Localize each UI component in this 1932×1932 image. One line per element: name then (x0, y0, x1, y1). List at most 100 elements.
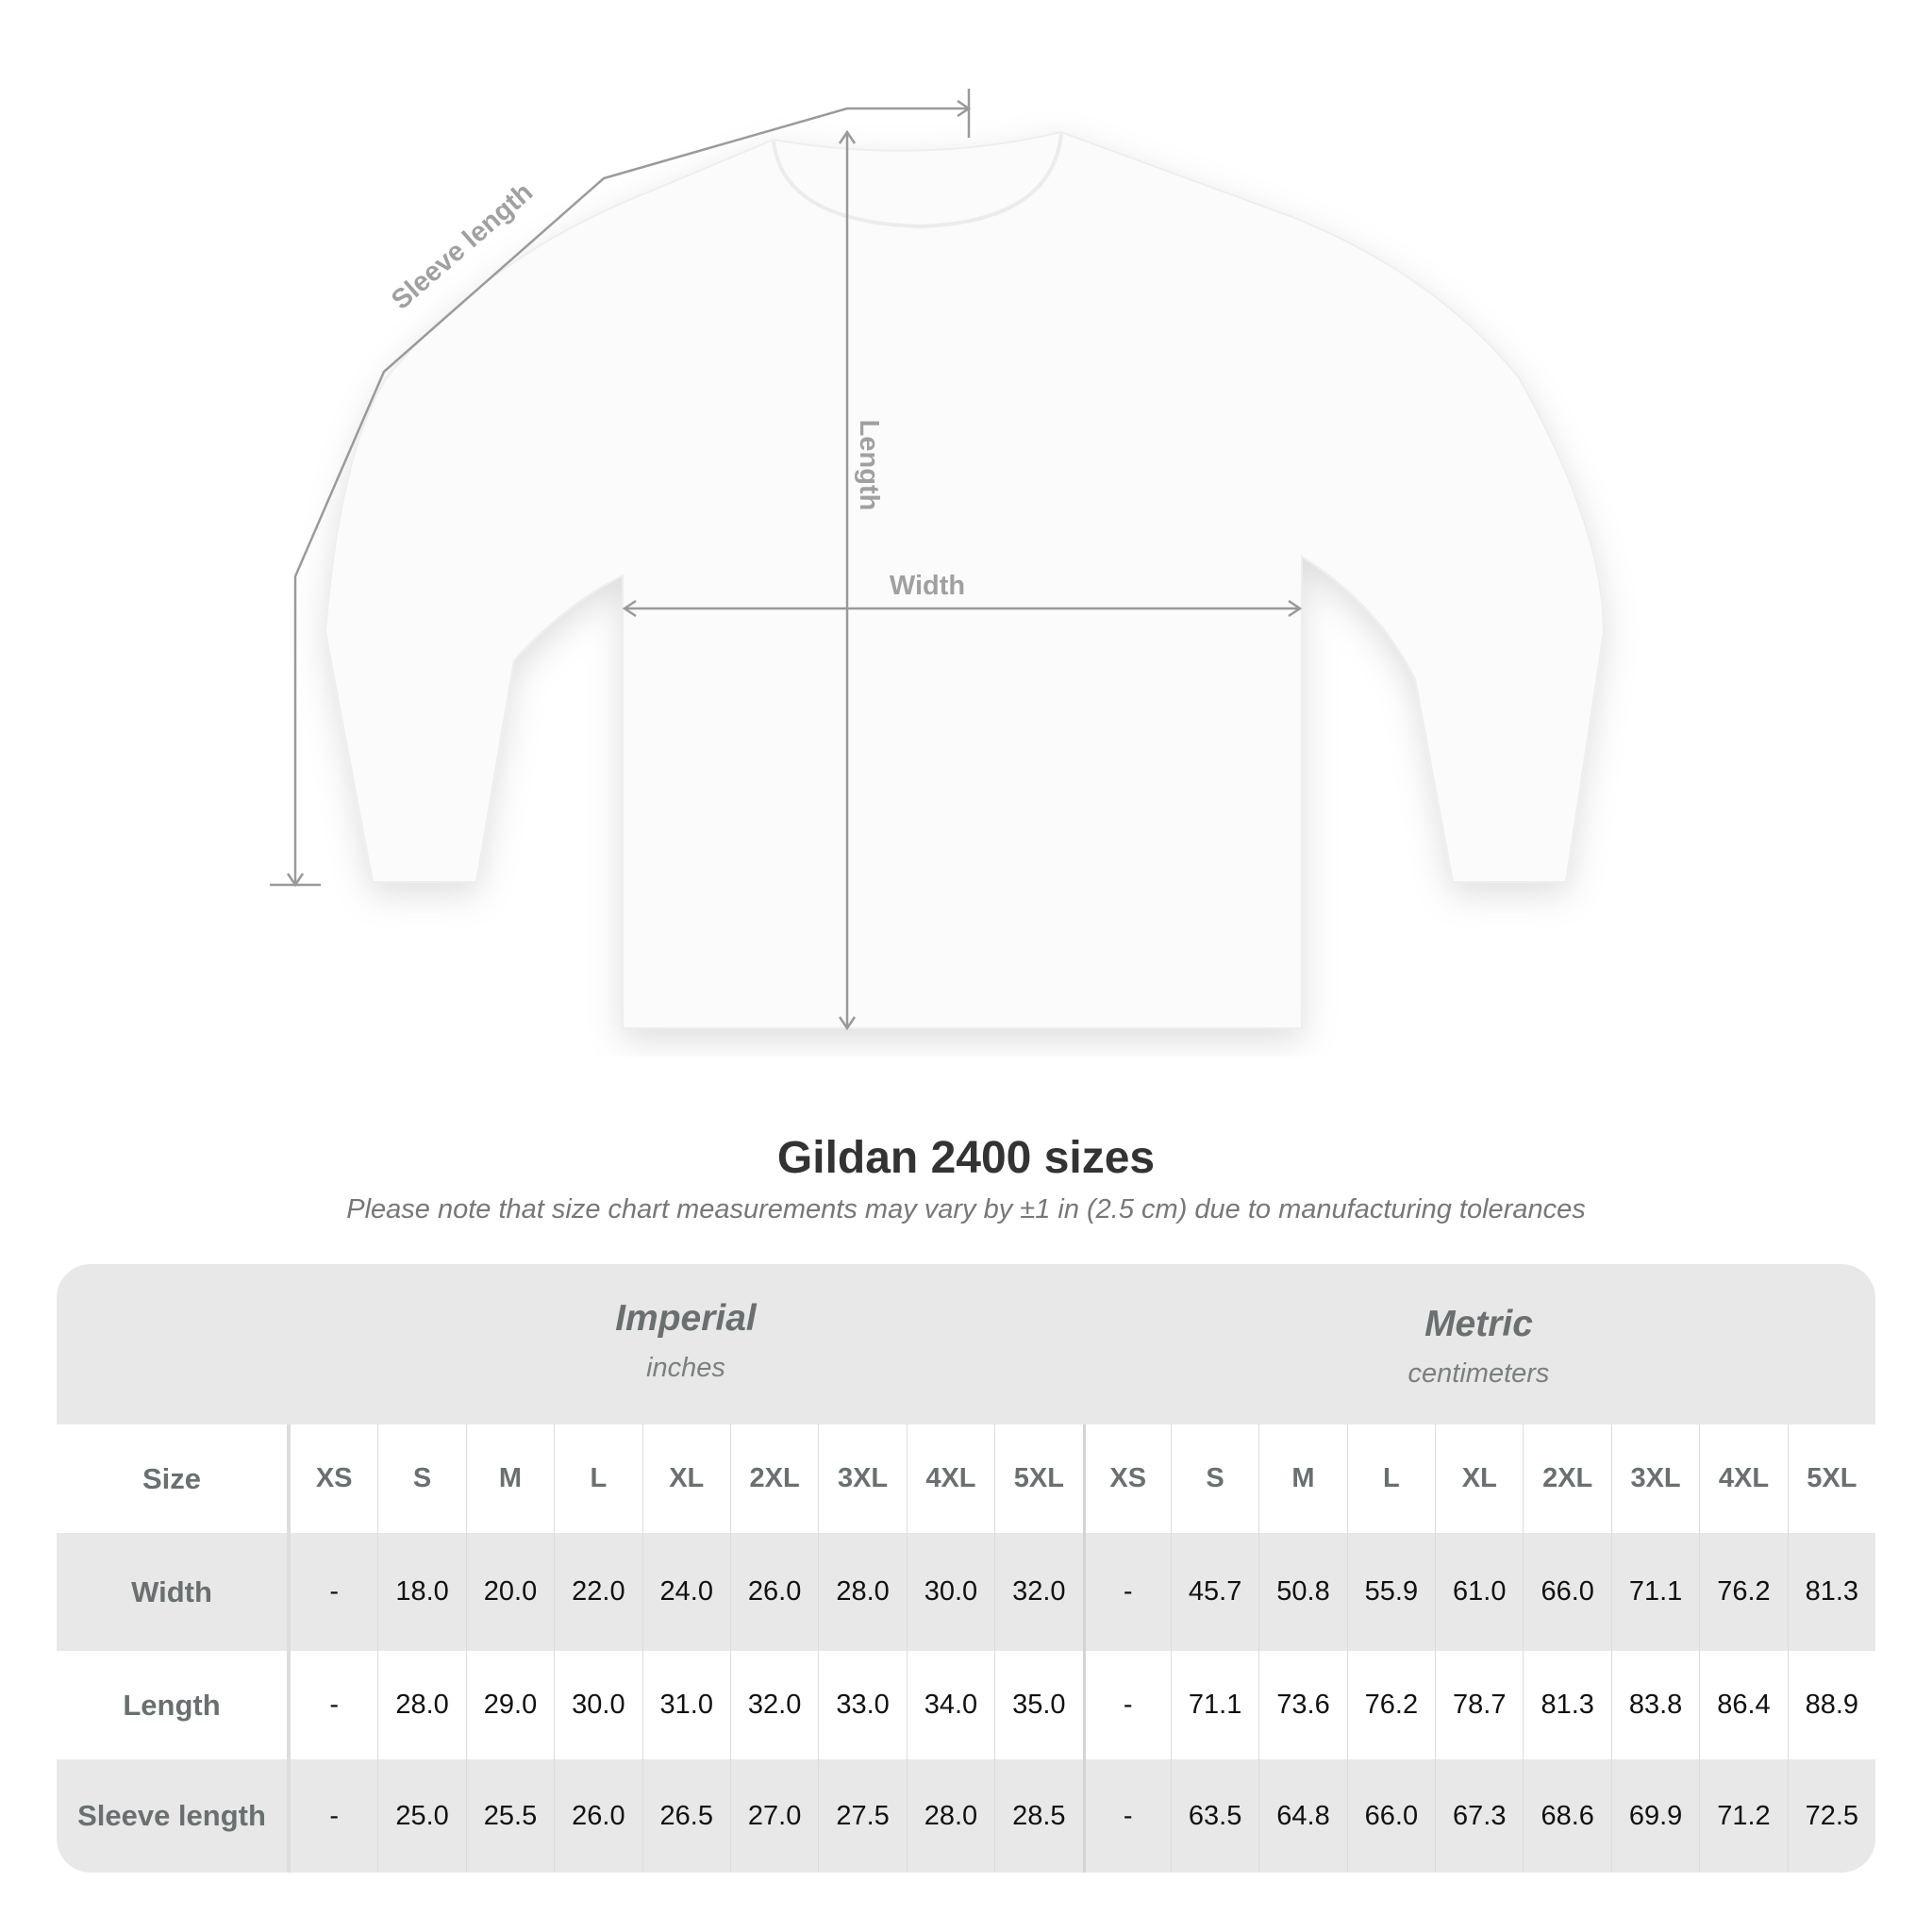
imperial-value-cell: 34.0 (906, 1651, 994, 1759)
imperial-value-cell: 25.5 (465, 1759, 554, 1873)
metric-value-cell: 66.0 (1346, 1759, 1435, 1873)
imperial-value-cell: 25.0 (377, 1759, 465, 1873)
metric-value-cell: 71.1 (1610, 1533, 1699, 1651)
sleeve-length-line (293, 107, 969, 885)
imperial-value-cell: 24.0 (641, 1533, 730, 1651)
imperial-value-cell: 20.0 (465, 1533, 554, 1651)
metric-value-cell: - (1082, 1759, 1171, 1873)
metric-value-cell: 76.2 (1699, 1533, 1787, 1651)
imperial-value-cell: 28.0 (377, 1651, 465, 1759)
imperial-value-cell: 28.5 (994, 1759, 1082, 1873)
length-label: Length (854, 420, 884, 511)
size-header-imperial: 4XL (906, 1424, 994, 1533)
metric-value-cell: 61.0 (1435, 1533, 1523, 1651)
size-header-row: Size XS S M L XL 2XL 3XL 4XL 5XL XS S M L XL 2XL 3XL 4XL 5… (57, 1424, 1875, 1533)
imperial-value-cell: 32.0 (994, 1533, 1082, 1651)
arrow-head-bottom (286, 873, 305, 888)
metric-value-cell: 71.2 (1699, 1759, 1787, 1873)
imperial-value-cell: 18.0 (377, 1533, 465, 1651)
imperial-title: Imperial (615, 1298, 757, 1339)
metric-value-cell: 55.9 (1346, 1533, 1435, 1651)
size-header-imperial: XL (641, 1424, 730, 1533)
size-header-metric: 4XL (1699, 1424, 1787, 1533)
imperial-value-cell: 26.0 (729, 1533, 818, 1651)
row-label: Width (57, 1533, 290, 1651)
imperial-value-cell: 33.0 (818, 1651, 906, 1759)
metric-value-cell: 81.3 (1787, 1533, 1875, 1651)
imperial-value-cell: - (290, 1759, 377, 1873)
size-header-imperial: 5XL (994, 1424, 1082, 1533)
size-header-metric: S (1170, 1424, 1258, 1533)
size-header-metric: L (1346, 1424, 1435, 1533)
shirt-collar (772, 133, 1063, 229)
metric-value-cell: 72.5 (1787, 1759, 1875, 1873)
size-header-metric: XL (1435, 1424, 1523, 1533)
metric-value-cell: 88.9 (1787, 1651, 1875, 1759)
imperial-value-cell: 35.0 (994, 1651, 1082, 1759)
imperial-value-cell: - (290, 1533, 377, 1651)
imperial-value-cell: 22.0 (554, 1533, 641, 1651)
size-header-metric: XS (1082, 1424, 1171, 1533)
page-title: Gildan 2400 sizes (776, 1133, 1156, 1183)
imperial-value-cell: 28.0 (906, 1759, 994, 1873)
metric-value-cell: 50.8 (1258, 1533, 1346, 1651)
size-header-imperial: L (554, 1424, 641, 1533)
metric-value-cell: 78.7 (1435, 1651, 1523, 1759)
arrow-head-top (957, 99, 972, 118)
metric-value-cell: 64.8 (1258, 1759, 1346, 1873)
table-row: Length -28.0 29.0 30.0 31.0 32.0 33.0 34.0 35.0-… (57, 1651, 1875, 1759)
metric-value-cell: 71.1 (1170, 1651, 1258, 1759)
size-header-metric: 3XL (1610, 1424, 1699, 1533)
shirt-diagram: Sleeve length Length Width (270, 89, 1606, 1031)
size-table: Imperial inches Metric centimeters Size X… (57, 1264, 1875, 1873)
row-label: Sleeve length (57, 1759, 290, 1873)
size-header-metric: M (1258, 1424, 1346, 1533)
metric-value-cell: 67.3 (1435, 1759, 1523, 1873)
imperial-value-cell: 31.0 (641, 1651, 730, 1759)
size-header-metric: 5XL (1787, 1424, 1875, 1533)
size-header-imperial: 3XL (818, 1424, 906, 1533)
imperial-value-cell: - (290, 1651, 377, 1759)
size-header-imperial: S (377, 1424, 465, 1533)
metric-value-cell: 63.5 (1170, 1759, 1258, 1873)
row-label: Length (57, 1651, 290, 1759)
size-header-imperial: M (465, 1424, 554, 1533)
table-row: Sleeve length -25.0 25.5 26.0 26.5 27.0 27.5 28… (57, 1759, 1875, 1873)
imperial-value-cell: 30.0 (554, 1651, 641, 1759)
metric-value-cell: 69.9 (1610, 1759, 1699, 1873)
metric-value-cell: 83.8 (1610, 1651, 1699, 1759)
long-sleeve-shirt (324, 130, 1606, 1029)
imperial-value-cell: 26.0 (554, 1759, 641, 1873)
width-arrow-left (622, 599, 637, 618)
size-header-imperial: XS (290, 1424, 377, 1533)
units-header: Imperial inches Metric centimeters (57, 1264, 1875, 1424)
metric-value-cell: - (1082, 1533, 1171, 1651)
length-arrow-bottom (838, 1016, 857, 1031)
width-arrow-right (1288, 599, 1303, 618)
metric-value-cell: 81.3 (1523, 1651, 1610, 1759)
metric-value-cell: - (1082, 1651, 1171, 1759)
width-label: Width (890, 571, 965, 601)
length-arrow-top (838, 129, 857, 144)
metric-unit: centimeters (1407, 1358, 1550, 1389)
imperial-header: Imperial inches (290, 1298, 1082, 1384)
metric-value-cell: 68.6 (1523, 1759, 1610, 1873)
imperial-value-cell: 27.0 (729, 1759, 818, 1873)
size-header-imperial: 2XL (729, 1424, 818, 1533)
imperial-value-cell: 30.0 (906, 1533, 994, 1651)
imperial-value-cell: 26.5 (641, 1759, 730, 1873)
metric-header: Metric centimeters (1082, 1304, 1875, 1390)
metric-title: Metric (1424, 1304, 1533, 1344)
table-row: Width -18.0 20.0 22.0 24.0 26.0 28.0 30.0 32.0-4… (57, 1533, 1875, 1651)
metric-value-cell: 73.6 (1258, 1651, 1346, 1759)
imperial-value-cell: 28.0 (818, 1533, 906, 1651)
metric-value-cell: 66.0 (1523, 1533, 1610, 1651)
imperial-value-cell: 27.5 (818, 1759, 906, 1873)
size-label: Size (57, 1424, 290, 1533)
imperial-unit: inches (646, 1353, 725, 1383)
metric-value-cell: 86.4 (1699, 1651, 1787, 1759)
imperial-value-cell: 32.0 (729, 1651, 818, 1759)
tolerance-note: Please note that size chart measurements… (346, 1194, 1586, 1224)
metric-value-cell: 76.2 (1346, 1651, 1435, 1759)
imperial-value-cell: 29.0 (465, 1651, 554, 1759)
